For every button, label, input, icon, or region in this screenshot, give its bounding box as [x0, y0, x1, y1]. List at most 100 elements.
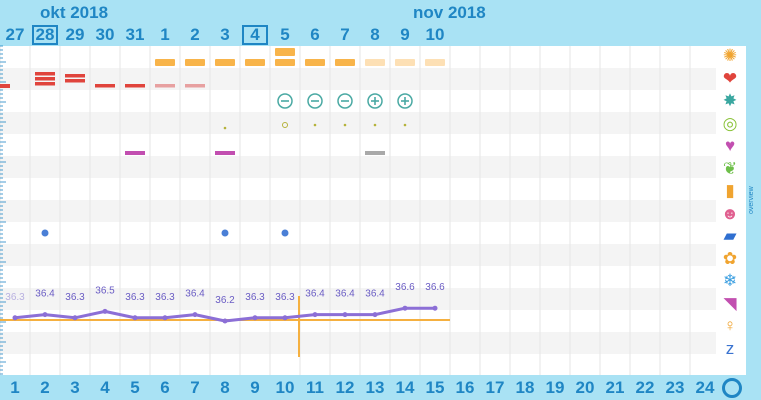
temperature-point [402, 305, 408, 311]
cycle-day-13[interactable]: 13 [365, 378, 385, 397]
cycle-day-21[interactable]: 21 [605, 378, 625, 397]
cycle-day-9[interactable]: 9 [250, 378, 260, 397]
mucus-bar [245, 59, 265, 66]
leaf-icon[interactable]: ❦ [722, 158, 738, 178]
temperature-point [102, 308, 108, 314]
day-number-3[interactable]: 3 [220, 25, 230, 44]
mucus-bar [365, 59, 385, 66]
day-number-28[interactable]: 28 [32, 25, 58, 45]
temperature-label: 36.4 [335, 289, 355, 300]
person-icon[interactable]: ♀ [723, 316, 737, 335]
row-band [0, 266, 716, 288]
temperature-label: 36.4 [35, 289, 55, 300]
day-number-31[interactable]: 31 [125, 25, 145, 44]
temperature-label: 36.5 [95, 285, 115, 296]
temperature-point [432, 305, 438, 311]
cycle-day-3[interactable]: 3 [70, 378, 80, 397]
heart-icon[interactable]: ♥ [724, 136, 736, 155]
splash-icon[interactable]: ✸ [722, 91, 738, 110]
cycle-day-6[interactable]: 6 [160, 378, 170, 397]
row-band [0, 156, 716, 178]
cycle-day-17[interactable]: 17 [485, 378, 505, 397]
cycle-day-1[interactable]: 1 [10, 378, 20, 397]
rings-icon[interactable]: ◎ [722, 113, 738, 133]
bottle-icon[interactable]: ▮ [725, 181, 735, 200]
row-band [0, 178, 716, 200]
sun-icon[interactable]: ✺ [722, 46, 738, 65]
cycle-day-22[interactable]: 22 [635, 378, 655, 397]
bleeding-bar [125, 84, 145, 88]
refresh-icon[interactable] [722, 378, 742, 398]
cycle-day-2[interactable]: 2 [40, 378, 50, 397]
sleep-icon[interactable]: z [725, 338, 735, 358]
temperature-point [312, 312, 318, 318]
flower-check-icon[interactable]: ✿ [722, 248, 738, 268]
day-number-30[interactable]: 30 [95, 25, 115, 44]
temperature-point [192, 312, 198, 318]
snowflake-icon[interactable]: ❄ [722, 271, 738, 290]
day-number-5[interactable]: 5 [280, 25, 290, 44]
overview-tab[interactable]: overview [748, 186, 755, 214]
day-number-29[interactable]: 29 [65, 25, 85, 44]
row-band [0, 354, 716, 375]
cycle-day-11[interactable]: 11 [306, 378, 324, 397]
cycle-day-20[interactable]: 20 [575, 378, 595, 397]
mucus-bar [185, 59, 205, 66]
symptom-sidebar [716, 46, 746, 375]
note-dot [281, 229, 289, 237]
row-band [0, 200, 716, 222]
speech-icon[interactable]: ◥ [723, 293, 737, 313]
cycle-day-4[interactable]: 4 [100, 378, 110, 397]
temperature-point [132, 315, 138, 321]
temperature-label: 36.3 [125, 292, 145, 303]
cycle-day-16[interactable]: 16 [455, 378, 475, 397]
cycle-chart: 36.3 36.4 36.3 36.5 36.3 36.3 36.4 36.2 36.3 36.3… [0, 45, 716, 375]
mucus-bar [395, 59, 415, 66]
row-band [0, 90, 716, 112]
libido-bar [125, 151, 145, 155]
temperature-label: 36.3 [155, 292, 175, 303]
cycle-day-14[interactable]: 14 [395, 378, 415, 397]
olive-dot [373, 123, 377, 127]
row-band [0, 222, 716, 244]
olive-dot [223, 126, 227, 130]
temperature-label: 36.6 [425, 282, 445, 293]
cycle-day-23[interactable]: 23 [665, 378, 685, 397]
day-number-2[interactable]: 2 [190, 25, 200, 44]
bleeding-bar [35, 82, 55, 86]
symbol-plus-icon [367, 93, 383, 109]
day-number-1[interactable]: 1 [160, 25, 170, 44]
day-number-7[interactable]: 7 [340, 25, 350, 44]
cycle-day-24[interactable]: 24 [695, 378, 715, 397]
note-dot [221, 229, 229, 237]
document-icon[interactable]: ▰ [723, 226, 737, 245]
day-number-8[interactable]: 8 [370, 25, 380, 44]
cycle-day-5[interactable]: 5 [130, 378, 140, 397]
temperature-label: 36.3 [245, 292, 265, 303]
bleeding-bar [35, 72, 55, 76]
day-number-10[interactable]: 10 [425, 25, 445, 44]
cycle-day-19[interactable]: 19 [545, 378, 565, 397]
day-number-4[interactable]: 4 [242, 25, 268, 45]
cycle-day-18[interactable]: 18 [515, 378, 535, 397]
cycle-day-15[interactable]: 15 [425, 378, 445, 397]
temperature-point [222, 318, 228, 324]
day-number-9[interactable]: 9 [400, 25, 410, 44]
mucus-bar [305, 59, 325, 66]
row-band [0, 288, 716, 310]
cycle-day-12[interactable]: 12 [335, 378, 355, 397]
day-number-27[interactable]: 27 [5, 25, 25, 44]
drop-icon[interactable]: ❤ [722, 68, 738, 88]
cycle-day-10[interactable]: 10 [275, 378, 295, 397]
temperature-label: 36.6 [395, 282, 415, 293]
symbol-minus-icon [337, 93, 353, 109]
right-tab-strip[interactable] [746, 0, 761, 400]
row-band [0, 112, 716, 134]
cycle-day-8[interactable]: 8 [220, 378, 230, 397]
row-band [0, 134, 716, 156]
day-number-6[interactable]: 6 [310, 25, 320, 44]
temperature-label: 36.2 [215, 295, 235, 306]
mucus-bar [335, 59, 355, 66]
cycle-day-7[interactable]: 7 [190, 378, 200, 397]
head-icon[interactable]: ☻ [721, 203, 739, 223]
